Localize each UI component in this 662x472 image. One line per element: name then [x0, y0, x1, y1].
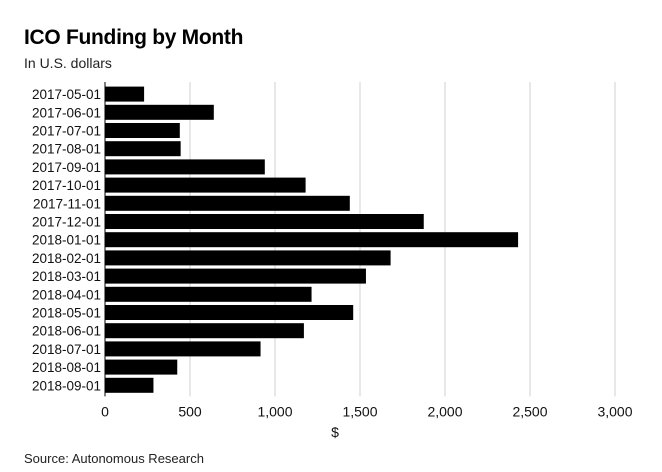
- bar-2018-02-01: [105, 250, 391, 266]
- bar-2018-07-01: [105, 341, 261, 357]
- bar-2017-05-01: [105, 86, 145, 102]
- x-tick-label: 0: [101, 403, 109, 419]
- x-tick-label: 2,000: [427, 403, 462, 419]
- bar-2017-08-01: [105, 141, 181, 157]
- category-label: 2017-11-01: [33, 196, 101, 211]
- category-label: 2017-08-01: [32, 142, 101, 157]
- category-label: 2017-09-01: [32, 160, 101, 175]
- category-label: 2018-08-01: [32, 360, 101, 375]
- category-label: 2018-02-01: [32, 251, 101, 266]
- bar-2017-07-01: [105, 123, 180, 138]
- category-label: 2018-01-01: [32, 233, 101, 248]
- x-tick-label: 500: [178, 403, 202, 419]
- bar-2018-04-01: [105, 286, 312, 302]
- bar-2018-03-01: [105, 268, 366, 284]
- bar-2017-12-01: [105, 214, 424, 229]
- bar-2017-11-01: [105, 195, 350, 211]
- category-label: 2018-04-01: [32, 287, 101, 302]
- bar-2018-01-01: [105, 232, 519, 248]
- category-label: 2018-06-01: [32, 324, 101, 339]
- x-axis-title: $: [331, 424, 339, 440]
- bar-2018-05-01: [105, 305, 354, 320]
- category-label: 2018-07-01: [32, 342, 101, 357]
- bar-2018-09-01: [105, 377, 154, 393]
- x-tick-label: 2,500: [512, 403, 547, 419]
- category-label: 2017-06-01: [32, 105, 101, 120]
- category-label: 2018-03-01: [32, 269, 101, 284]
- category-label: 2017-10-01: [32, 178, 101, 193]
- chart-subtitle: In U.S. dollars: [24, 55, 112, 71]
- bar-2018-06-01: [105, 323, 304, 339]
- x-tick-label: 1,000: [257, 403, 292, 419]
- bar-2018-08-01: [105, 359, 178, 375]
- bars: [105, 86, 519, 393]
- x-tick-label: 3,000: [597, 403, 632, 419]
- category-label: 2018-05-01: [32, 306, 101, 321]
- bar-2017-09-01: [105, 159, 265, 175]
- bar-2017-10-01: [105, 177, 306, 193]
- category-label: 2017-12-01: [32, 215, 101, 230]
- x-tick-label: 1,500: [342, 403, 377, 419]
- category-labels: 2017-05-01 2017-06-01 2017-07-01 2017-08-01…: [32, 87, 101, 393]
- chart-title: ICO Funding by Month: [24, 26, 244, 49]
- x-tick-labels: 0 500 1,000 1,500 2,000 2,500 3,000: [101, 403, 633, 419]
- source-note: Source: Autonomous Research: [24, 451, 204, 466]
- category-label: 2017-07-01: [32, 124, 101, 139]
- category-label: 2018-09-01: [32, 378, 101, 393]
- bar-2017-06-01: [105, 104, 214, 120]
- category-label: 2017-05-01: [32, 87, 101, 102]
